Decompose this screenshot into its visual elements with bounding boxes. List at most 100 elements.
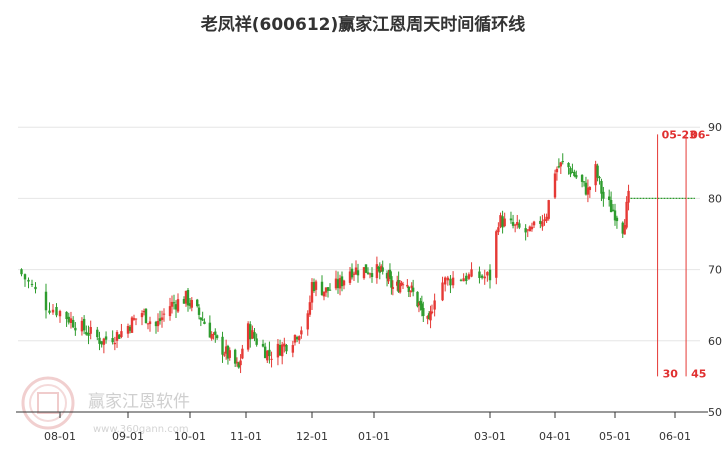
candle-body [320, 281, 324, 296]
candle-body [276, 343, 280, 358]
candle-body [417, 303, 421, 306]
candle-body [422, 307, 425, 316]
candle-body [350, 268, 354, 278]
candle-body [336, 279, 340, 288]
candle-body [547, 200, 550, 219]
candle-body [416, 291, 419, 307]
candle-body [69, 318, 73, 323]
candle-body [126, 326, 130, 334]
candle-body [370, 273, 374, 277]
candle-body [255, 338, 258, 345]
candle-body [270, 358, 273, 360]
candle-body [144, 308, 148, 324]
candle-body [324, 287, 328, 293]
candle-body [293, 335, 297, 343]
candle-body [467, 274, 471, 279]
candle-body [312, 282, 316, 292]
candle-body [478, 271, 481, 278]
candle-body [388, 269, 392, 278]
candle-body [80, 320, 84, 332]
candle-body [118, 334, 121, 339]
candle-body [377, 266, 380, 269]
candle-body [208, 322, 212, 338]
candle-body [427, 313, 431, 320]
candle-body [378, 267, 381, 273]
candle-body [186, 289, 190, 306]
axes: 90 80 70 60 50 08-01 09-01 10-01 11-01 12-01 01-01… [16, 121, 722, 443]
candle-body [132, 318, 136, 320]
candle-body [586, 187, 590, 195]
candle-body [253, 332, 256, 339]
candle-body [621, 222, 624, 234]
candle-body [567, 162, 570, 168]
candle-body [239, 360, 242, 366]
x-tick-label: 01-01 [358, 430, 390, 443]
candle-body [352, 273, 356, 275]
x-tick-label: 05-01 [599, 430, 631, 443]
candle-body [113, 342, 117, 345]
candle-body [210, 334, 213, 339]
candle-body [184, 290, 188, 304]
candle-body [588, 187, 592, 191]
candle-body [607, 196, 611, 201]
candle-body [375, 264, 379, 279]
candle-body [387, 272, 390, 282]
candle-body [128, 326, 132, 331]
candle-body [409, 290, 412, 292]
candle-body [314, 281, 318, 290]
candle-body [397, 280, 400, 293]
candle-body [354, 267, 358, 275]
candle-body [451, 277, 455, 286]
candle-body [342, 280, 346, 286]
candle-body [441, 282, 444, 301]
candle-body [615, 217, 619, 222]
candle-body [584, 182, 588, 195]
candle-body [486, 272, 489, 276]
candle-body [571, 171, 574, 173]
chart-title: 老凤祥(600612)赢家江恩周天时间循环线 [200, 14, 526, 35]
x-tick-label: 08-01 [44, 430, 76, 443]
candle-body [65, 311, 68, 320]
candles [20, 153, 630, 374]
x-tick-label: 04-01 [539, 430, 571, 443]
candle-body [419, 300, 422, 305]
watermark: 赢家江恩软件 www.360gann.com [21, 376, 190, 435]
candle-body [411, 287, 415, 292]
candle-body [470, 269, 473, 277]
candle-body [385, 273, 389, 279]
candle-body [82, 318, 86, 331]
candle-body [582, 181, 586, 183]
candle-body [104, 336, 108, 340]
candle-body [625, 201, 628, 228]
candle-body [308, 302, 312, 315]
candle-body [430, 311, 434, 314]
candle-body [340, 276, 344, 287]
candle-body [182, 298, 186, 304]
candle-body [51, 309, 55, 313]
x-tick-label: 12-01 [296, 430, 328, 443]
candle-body [249, 324, 252, 340]
candle-body [201, 319, 204, 321]
candle-body [516, 222, 519, 226]
candle-body [295, 337, 299, 340]
candle-body [406, 284, 409, 287]
candle-body [172, 302, 176, 304]
candle-body [530, 226, 534, 230]
candle-body [575, 175, 578, 178]
candle-body [142, 310, 146, 313]
candle-body [400, 282, 403, 285]
candle-body [503, 218, 506, 227]
candle-body [134, 318, 138, 320]
candle-body [58, 311, 62, 317]
candle-body [433, 300, 436, 310]
candle-body [130, 317, 134, 333]
candle-body [362, 267, 366, 279]
candle-body [480, 275, 484, 278]
candle-body [158, 318, 162, 322]
candle-body [483, 276, 486, 279]
candle-body [115, 332, 119, 341]
candle-body [221, 336, 224, 355]
candle-body [497, 227, 500, 233]
candle-body [291, 345, 295, 353]
candle-body [278, 344, 282, 356]
